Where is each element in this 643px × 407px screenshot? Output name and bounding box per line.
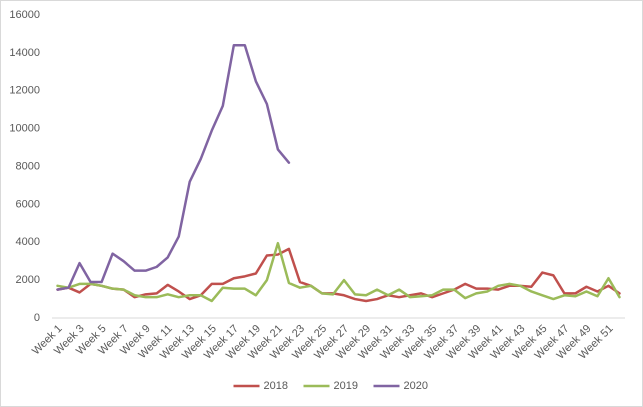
y-tick-label: 0: [34, 312, 40, 324]
y-tick-label: 12000: [9, 85, 40, 97]
y-tick-label: 2000: [16, 274, 40, 286]
line-series: [56, 44, 291, 291]
line-series: [56, 247, 621, 303]
y-tick-label: 8000: [16, 160, 40, 172]
y-tick-label: 10000: [9, 123, 40, 135]
y-tick-label: 6000: [16, 198, 40, 210]
legend-label: 2018: [264, 380, 288, 392]
legend-label: 2020: [404, 380, 428, 392]
legend-label: 2019: [334, 380, 358, 392]
y-tick-label: 4000: [16, 236, 40, 248]
y-tick-label: 14000: [9, 47, 40, 59]
line-series: [56, 241, 621, 303]
y-tick-label: 16000: [9, 9, 40, 21]
